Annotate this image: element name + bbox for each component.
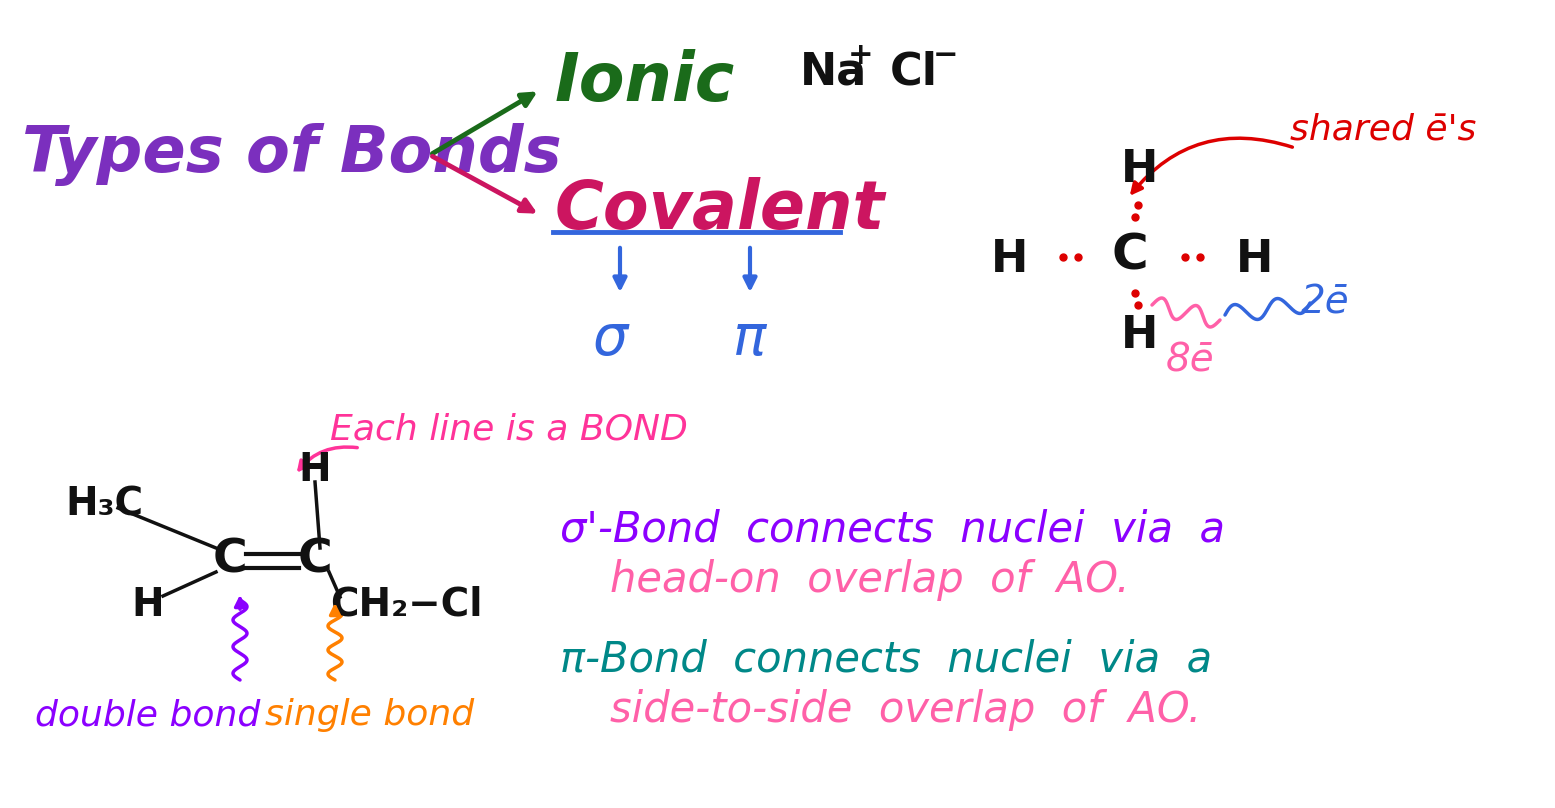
Text: H: H xyxy=(299,451,331,489)
Text: CH₂−Cl: CH₂−Cl xyxy=(330,586,482,624)
Text: C: C xyxy=(297,537,333,583)
Text: −: − xyxy=(933,40,958,69)
Text: double bond: double bond xyxy=(36,698,261,732)
Text: 2ē: 2ē xyxy=(1300,284,1350,322)
Text: σ: σ xyxy=(592,314,628,367)
Text: side-to-side  overlap  of  AO.: side-to-side overlap of AO. xyxy=(610,689,1202,731)
Text: Ionic: Ionic xyxy=(555,49,736,115)
Text: shared ē's: shared ē's xyxy=(1291,113,1476,147)
Text: σ'-Bond  connects  nuclei  via  a: σ'-Bond connects nuclei via a xyxy=(560,509,1225,551)
Text: Cl: Cl xyxy=(889,50,938,94)
Text: H: H xyxy=(1121,149,1158,191)
Text: +: + xyxy=(847,40,874,69)
Text: π-Bond  connects  nuclei  via  a: π-Bond connects nuclei via a xyxy=(560,639,1213,681)
Text: head-on  overlap  of  AO.: head-on overlap of AO. xyxy=(610,559,1129,601)
Text: 8ē: 8ē xyxy=(1166,341,1214,379)
Text: H: H xyxy=(992,238,1029,281)
Text: C: C xyxy=(213,537,247,583)
Text: H: H xyxy=(1236,238,1274,281)
Text: single bond: single bond xyxy=(266,698,474,732)
Text: Each line is a BOND: Each line is a BOND xyxy=(330,413,687,447)
Text: Types of Bonds: Types of Bonds xyxy=(22,124,561,187)
Text: H: H xyxy=(132,586,165,624)
Text: H: H xyxy=(1121,314,1158,356)
Text: Covalent: Covalent xyxy=(555,177,885,243)
Text: Na: Na xyxy=(799,50,868,94)
Text: π: π xyxy=(734,314,767,367)
Text: C: C xyxy=(1112,231,1149,279)
Text: H₃C: H₃C xyxy=(65,486,143,524)
